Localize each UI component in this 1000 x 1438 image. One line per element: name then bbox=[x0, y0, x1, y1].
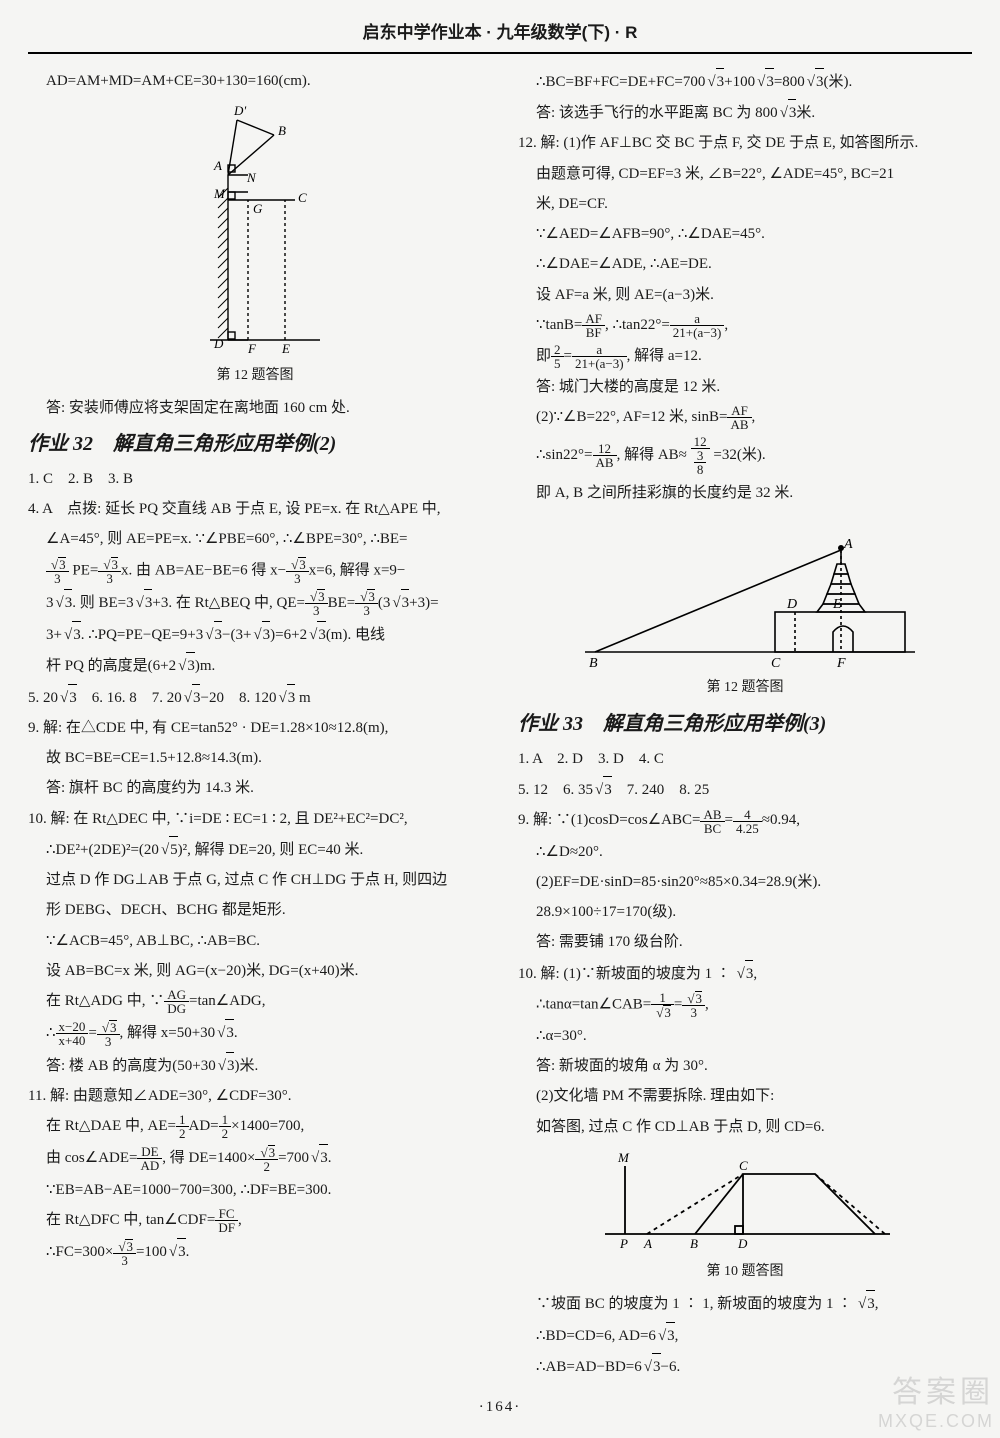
text-line: 即25=a21+(a−3), 解得 a=12. bbox=[518, 343, 972, 370]
text-line: (2)文化墙 PM 不需要拆除. 理由如下: bbox=[518, 1083, 972, 1109]
svg-text:N: N bbox=[246, 170, 257, 185]
text-line: 即 A, B 之间所挂彩旗的长度约是 32 米. bbox=[518, 480, 972, 506]
svg-text:A: A bbox=[643, 1236, 652, 1251]
text-line: 设 AF=a 米, 则 AE=(a−3)米. bbox=[518, 282, 972, 308]
text-line: (2)∵∠B=22°, AF=12 米, sinB=AFAB, bbox=[518, 404, 972, 431]
tower-diagram: D' B A N M G C F E D bbox=[170, 100, 340, 360]
text-line: 9. 解: ∵(1)cosD=cos∠ABC=ABBC=44.25≈0.94, bbox=[518, 807, 972, 834]
svg-text:F: F bbox=[247, 341, 257, 356]
text-line: 由题意可得, CD=EF=3 米, ∠B=22°, ∠ADE=45°, BC=2… bbox=[518, 161, 972, 187]
svg-text:F: F bbox=[836, 656, 846, 671]
text-line: ∴tanα=tan∠CAB=13=33, bbox=[518, 991, 972, 1019]
svg-text:E: E bbox=[832, 597, 842, 612]
text-line: 答: 安装师傅应将支架固定在离地面 160 cm 处. bbox=[28, 395, 482, 421]
text-line: 10. 解: (1)∵新坡面的坡度为 1 ∶ 3, bbox=[518, 960, 972, 987]
section-title-33: 作业 33 解直角三角形应用举例(3) bbox=[518, 707, 972, 742]
svg-text:B: B bbox=[278, 123, 286, 138]
pagoda-diagram: A B C D E F bbox=[565, 512, 925, 672]
figure-caption: 第 10 题答图 bbox=[707, 1260, 784, 1285]
two-columns: AD=AM+MD=AM+CE=30+130=160(cm). bbox=[28, 64, 972, 1384]
text-line: ∴α=30°. bbox=[518, 1023, 972, 1049]
text-line: 3+3. ∴PQ=PE−QE=9+33−(3+3)=6+23(m). 电线 bbox=[28, 621, 482, 648]
svg-text:D': D' bbox=[233, 103, 246, 118]
text-line: ∵∠ACB=45°, AB⊥BC, ∴AB=BC. bbox=[28, 928, 482, 954]
text-line: 33 PE=33x. 由 AB=AE−BE=6 得 x−33x=6, 解得 x=… bbox=[28, 557, 482, 585]
svg-text:D: D bbox=[737, 1236, 748, 1251]
text-line: 设 AB=BC=x 米, 则 AG=(x−20)米, DG=(x+40)米. bbox=[28, 958, 482, 984]
slope-diagram: M P A B D C bbox=[585, 1146, 905, 1256]
text-line: ∴BC=BF+FC=DE+FC=7003+1003=8003(米). bbox=[518, 68, 972, 95]
text-line: 10. 解: 在 Rt△DEC 中, ∵i=DE ∶ EC=1 ∶ 2, 且 D… bbox=[28, 806, 482, 832]
svg-text:A: A bbox=[843, 537, 853, 552]
text-line: 答: 城门大楼的高度是 12 米. bbox=[518, 374, 972, 400]
watermark: 答案圈 MXQE.COM bbox=[878, 1375, 994, 1433]
text-line: ∵EB=AB−AE=1000−700=300, ∴DF=BE=300. bbox=[28, 1177, 482, 1203]
svg-text:G: G bbox=[253, 201, 263, 216]
svg-text:C: C bbox=[771, 656, 781, 671]
svg-text:M: M bbox=[213, 186, 226, 201]
text-line: 答: 楼 AB 的高度为(50+303)米. bbox=[28, 1052, 482, 1079]
page-header: 启东中学作业本 · 九年级数学(下) · R bbox=[28, 18, 972, 54]
text-line: 33. 则 BE=33+3. 在 Rt△BEQ 中, QE=33BE=33(33… bbox=[28, 589, 482, 618]
figure-10: M P A B D C 第 10 题答图 bbox=[518, 1146, 972, 1285]
text-line: 4. A 点拨: 延长 PQ 交直线 AB 于点 E, 设 PE=x. 在 Rt… bbox=[28, 496, 482, 522]
text-line: 答: 需要铺 170 级台阶. bbox=[518, 929, 972, 955]
figure-caption: 第 12 题答图 bbox=[217, 364, 294, 389]
text-line: 如答图, 过点 C 作 CD⊥AB 于点 D, 则 CD=6. bbox=[518, 1114, 972, 1140]
text-line: 在 Rt△ADG 中, ∵AGDG=tan∠ADG, bbox=[28, 988, 482, 1015]
text-line: ∵∠AED=∠AFB=90°, ∴∠DAE=45°. bbox=[518, 221, 972, 247]
text-line: ∴DE²+(2DE)²=(205)², 解得 DE=20, 则 EC=40 米. bbox=[28, 836, 482, 863]
text-line: 28.9×100÷17=170(级). bbox=[518, 899, 972, 925]
text-line: 5. 203 6. 16. 8 7. 203−20 8. 1203 m bbox=[28, 684, 482, 711]
svg-text:E: E bbox=[281, 341, 290, 356]
text-line: 1. C 2. B 3. B bbox=[28, 466, 482, 492]
text-line: 在 Rt△DFC 中, tan∠CDF=FCDF, bbox=[28, 1207, 482, 1234]
svg-text:P: P bbox=[619, 1236, 628, 1251]
text-line: 由 cos∠ADE=DEAD, 得 DE=1400×32=7003. bbox=[28, 1144, 482, 1173]
text-line: ∴FC=300×33=1003. bbox=[28, 1238, 482, 1267]
text-line: 答: 新坡面的坡角 α 为 30°. bbox=[518, 1053, 972, 1079]
figure-12-left: D' B A N M G C F E D 第 12 题答图 bbox=[28, 100, 482, 389]
text-line: ∠A=45°, 则 AE=PE=x. ∵∠PBE=60°, ∴∠BPE=30°,… bbox=[28, 526, 482, 552]
text-line: ∴sin22°=12AB, 解得 AB≈ 1238 =32(米). bbox=[518, 435, 972, 476]
svg-text:C: C bbox=[739, 1158, 748, 1173]
text-line: 米, DE=CF. bbox=[518, 191, 972, 217]
text-line: 5. 12 6. 353 7. 240 8. 25 bbox=[518, 776, 972, 803]
text-line: ∴BD=CD=6, AD=63, bbox=[518, 1322, 972, 1349]
right-column: ∴BC=BF+FC=DE+FC=7003+1003=8003(米). 答: 该选… bbox=[518, 64, 972, 1384]
svg-text:A: A bbox=[213, 158, 222, 173]
text-line: ∵tanB=AFBF, ∴tan22°=a21+(a−3), bbox=[518, 312, 972, 339]
text-line: 过点 D 作 DG⊥AB 于点 G, 过点 C 作 CH⊥DG 于点 H, 则四… bbox=[28, 867, 482, 893]
svg-text:D: D bbox=[213, 336, 224, 351]
text-line: ∴x−20x+40=33, 解得 x=50+303. bbox=[28, 1019, 482, 1048]
text-line: 12. 解: (1)作 AF⊥BC 交 BC 于点 F, 交 DE 于点 E, … bbox=[518, 130, 972, 156]
text-line: 9. 解: 在△CDE 中, 有 CE=tan52° · DE=1.28×10≈… bbox=[28, 715, 482, 741]
left-column: AD=AM+MD=AM+CE=30+130=160(cm). bbox=[28, 64, 482, 1384]
text-line: 杆 PQ 的高度是(6+23)m. bbox=[28, 652, 482, 679]
text-line: 在 Rt△DAE 中, AE=12AD=12×1400=700, bbox=[28, 1113, 482, 1140]
text-line: ∴∠DAE=∠ADE, ∴AE=DE. bbox=[518, 251, 972, 277]
text-line: AD=AM+MD=AM+CE=30+130=160(cm). bbox=[28, 68, 482, 94]
text-line: (2)EF=DE·sinD=85·sin20°≈85×0.34=28.9(米). bbox=[518, 869, 972, 895]
text-line: 形 DEBG、DECH、BCHG 都是矩形. bbox=[28, 897, 482, 923]
figure-12-right: A B C D E F 第 12 题答图 bbox=[518, 512, 972, 701]
section-title-32: 作业 32 解直角三角形应用举例(2) bbox=[28, 427, 482, 462]
svg-text:D: D bbox=[786, 597, 797, 612]
svg-text:M: M bbox=[617, 1150, 630, 1165]
svg-text:B: B bbox=[690, 1236, 698, 1251]
text-line: ∴∠D≈20°. bbox=[518, 839, 972, 865]
figure-caption: 第 12 题答图 bbox=[707, 676, 784, 701]
text-line: 1. A 2. D 3. D 4. C bbox=[518, 746, 972, 772]
page-number: ·164· bbox=[28, 1394, 972, 1420]
text-line: 答: 该选手飞行的水平距离 BC 为 8003米. bbox=[518, 99, 972, 126]
text-line: ∵坡面 BC 的坡度为 1 ∶ 1, 新坡面的坡度为 1 ∶ 3, bbox=[518, 1290, 972, 1317]
text-line: 故 BC=BE=CE=1.5+12.8≈14.3(m). bbox=[28, 745, 482, 771]
text-line: 答: 旗杆 BC 的高度约为 14.3 米. bbox=[28, 775, 482, 801]
text-line: 11. 解: 由题意知∠ADE=30°, ∠CDF=30°. bbox=[28, 1083, 482, 1109]
svg-text:B: B bbox=[589, 656, 598, 671]
svg-text:C: C bbox=[298, 190, 307, 205]
